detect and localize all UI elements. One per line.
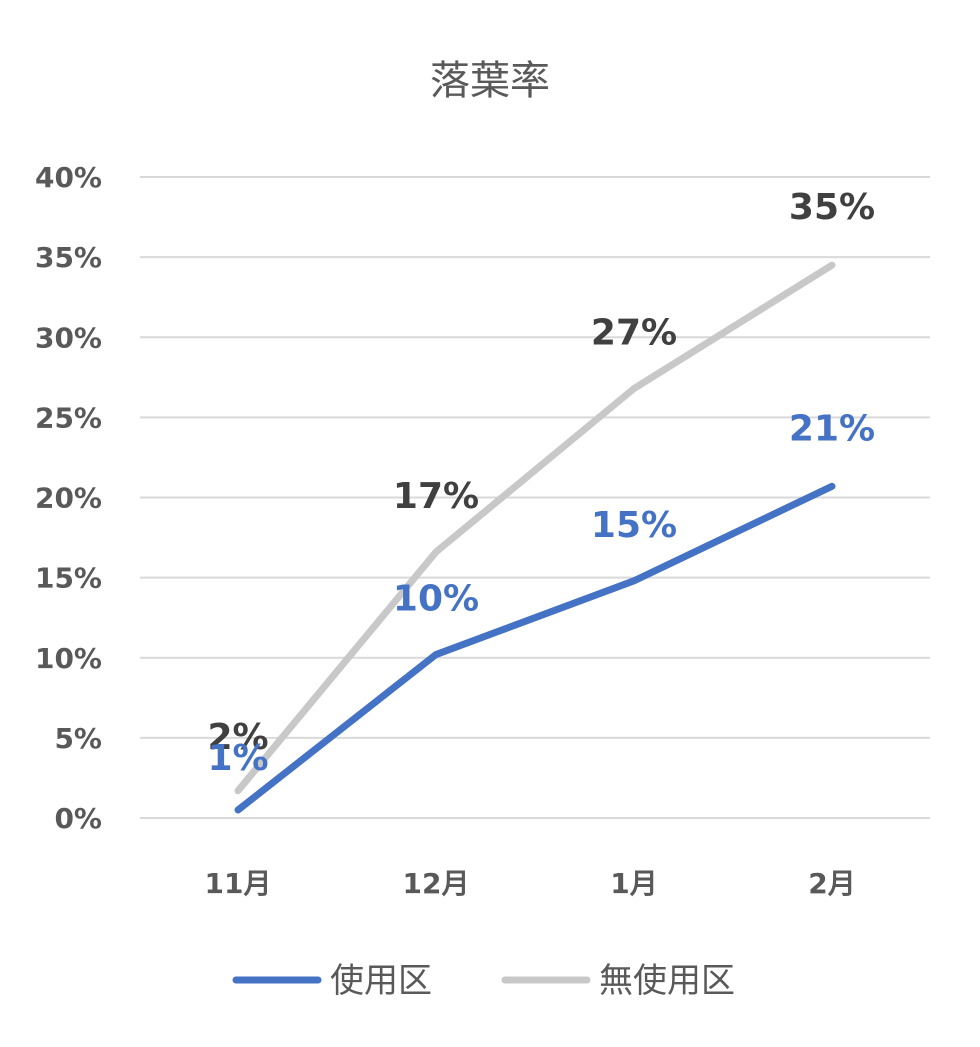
x-tick-label: 1月 <box>610 867 657 900</box>
y-tick-label: 40% <box>35 161 102 194</box>
data-label-unused: 27% <box>591 313 677 354</box>
data-label-unused: 17% <box>393 476 479 517</box>
data-label-used: 21% <box>789 408 875 449</box>
data-label-used: 1% <box>207 738 268 779</box>
data-label-unused: 35% <box>789 187 875 228</box>
y-tick-label: 25% <box>35 401 102 434</box>
gridlines <box>140 176 930 819</box>
chart-title: 落葉率 <box>430 58 550 104</box>
series-line-unused <box>234 261 836 795</box>
legend-label: 使用区 <box>330 961 432 1001</box>
data-labels: 2% 17% 27% 35% 1% 10% 15% 21% <box>207 187 875 779</box>
series-line-used <box>234 482 836 814</box>
legend: 使用区 無使用区 <box>232 961 735 1001</box>
legend-item-unused: 無使用区 <box>501 961 735 1001</box>
y-tick-label: 35% <box>35 241 102 274</box>
data-label-used: 10% <box>393 579 479 620</box>
x-tick-label: 12月 <box>403 867 470 900</box>
series-group <box>234 261 836 814</box>
y-tick-label: 5% <box>54 722 102 755</box>
y-tick-label: 15% <box>35 562 102 595</box>
y-tick-label: 0% <box>54 802 102 835</box>
y-tick-label: 20% <box>35 482 102 515</box>
data-label-unused: 2% <box>207 717 268 758</box>
y-axis: 0% 5% 10% 15% 20% 25% 30% 35% 40% <box>35 161 102 835</box>
y-tick-label: 10% <box>35 642 102 675</box>
x-tick-label: 11月 <box>205 867 272 900</box>
legend-label: 無使用区 <box>599 961 735 1001</box>
x-axis: 11月 12月 1月 2月 <box>205 867 856 900</box>
x-tick-label: 2月 <box>808 867 855 900</box>
y-tick-label: 30% <box>35 321 102 354</box>
legend-item-used: 使用区 <box>232 961 432 1001</box>
data-label-used: 15% <box>591 505 677 546</box>
